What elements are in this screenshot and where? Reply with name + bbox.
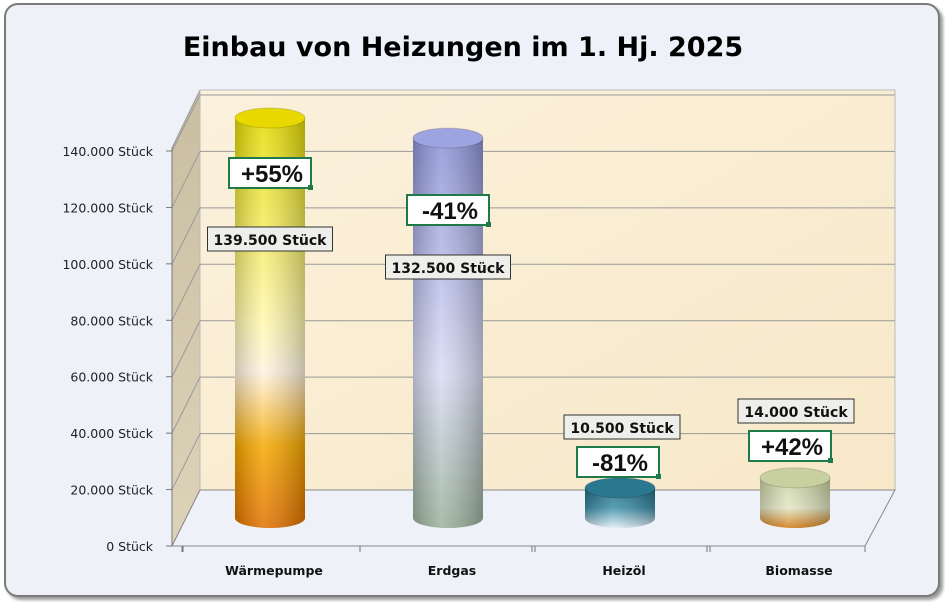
gridline-side — [171, 94, 201, 152]
x-tick-label: Wärmepumpe — [225, 563, 323, 578]
change-label: +55% — [241, 161, 303, 188]
bar-top — [412, 127, 484, 149]
change-label: -81% — [592, 450, 648, 477]
value-label-box — [385, 254, 511, 280]
y-tick-label: 20.000 Stück — [70, 483, 153, 498]
change-label-handle — [828, 458, 833, 463]
bar-shade — [413, 138, 483, 528]
change-label-handle — [486, 222, 491, 227]
y-tick-label: 0 Stück — [106, 539, 154, 554]
change-label: -41% — [422, 198, 478, 225]
value-label: 10.500 Stück — [570, 421, 674, 437]
x-tick-label: Biomasse — [765, 563, 832, 578]
bar-shade — [585, 487, 655, 528]
value-label-box — [563, 414, 681, 440]
value-label: 14.000 Stück — [744, 405, 848, 421]
gridline-side — [171, 151, 201, 208]
value-label-box — [207, 226, 333, 252]
bar-top — [584, 477, 656, 499]
x-tick-label: Erdgas — [428, 563, 476, 578]
bar-top — [234, 107, 306, 129]
gridline-side — [171, 376, 201, 434]
bar-shade — [760, 477, 830, 528]
change-label-box — [406, 194, 490, 226]
change-label-box — [576, 446, 660, 478]
change-label: +42% — [761, 434, 823, 461]
floor — [171, 489, 896, 547]
y-tick-label: 40.000 Stück — [70, 426, 153, 441]
value-label: 132.500 Stück — [392, 261, 506, 277]
gridline-side — [171, 207, 201, 265]
change-label-box — [748, 430, 832, 462]
x-tick-label: Heizöl — [602, 563, 645, 578]
gridline-side — [171, 433, 201, 490]
bar-shade — [235, 118, 305, 528]
gridline-side — [171, 264, 201, 321]
chart-title: Einbau von Heizungen im 1. Hj. 2025 — [183, 32, 743, 63]
y-tick-label: 60.000 Stück — [70, 370, 153, 385]
y-tick-label: 140.000 Stück — [62, 144, 153, 159]
y-tick-label: 120.000 Stück — [62, 200, 153, 215]
gridline-side — [171, 320, 201, 377]
side-wall — [171, 89, 201, 547]
value-label-box — [737, 398, 855, 424]
y-tick-label: 80.000 Stück — [70, 313, 153, 328]
change-label-handle — [656, 474, 661, 479]
change-label-box — [228, 157, 312, 189]
value-label: 139.500 Stück — [214, 233, 328, 249]
bar-top — [759, 467, 831, 489]
change-label-handle — [308, 185, 313, 190]
y-tick-label: 100.000 Stück — [62, 257, 153, 272]
